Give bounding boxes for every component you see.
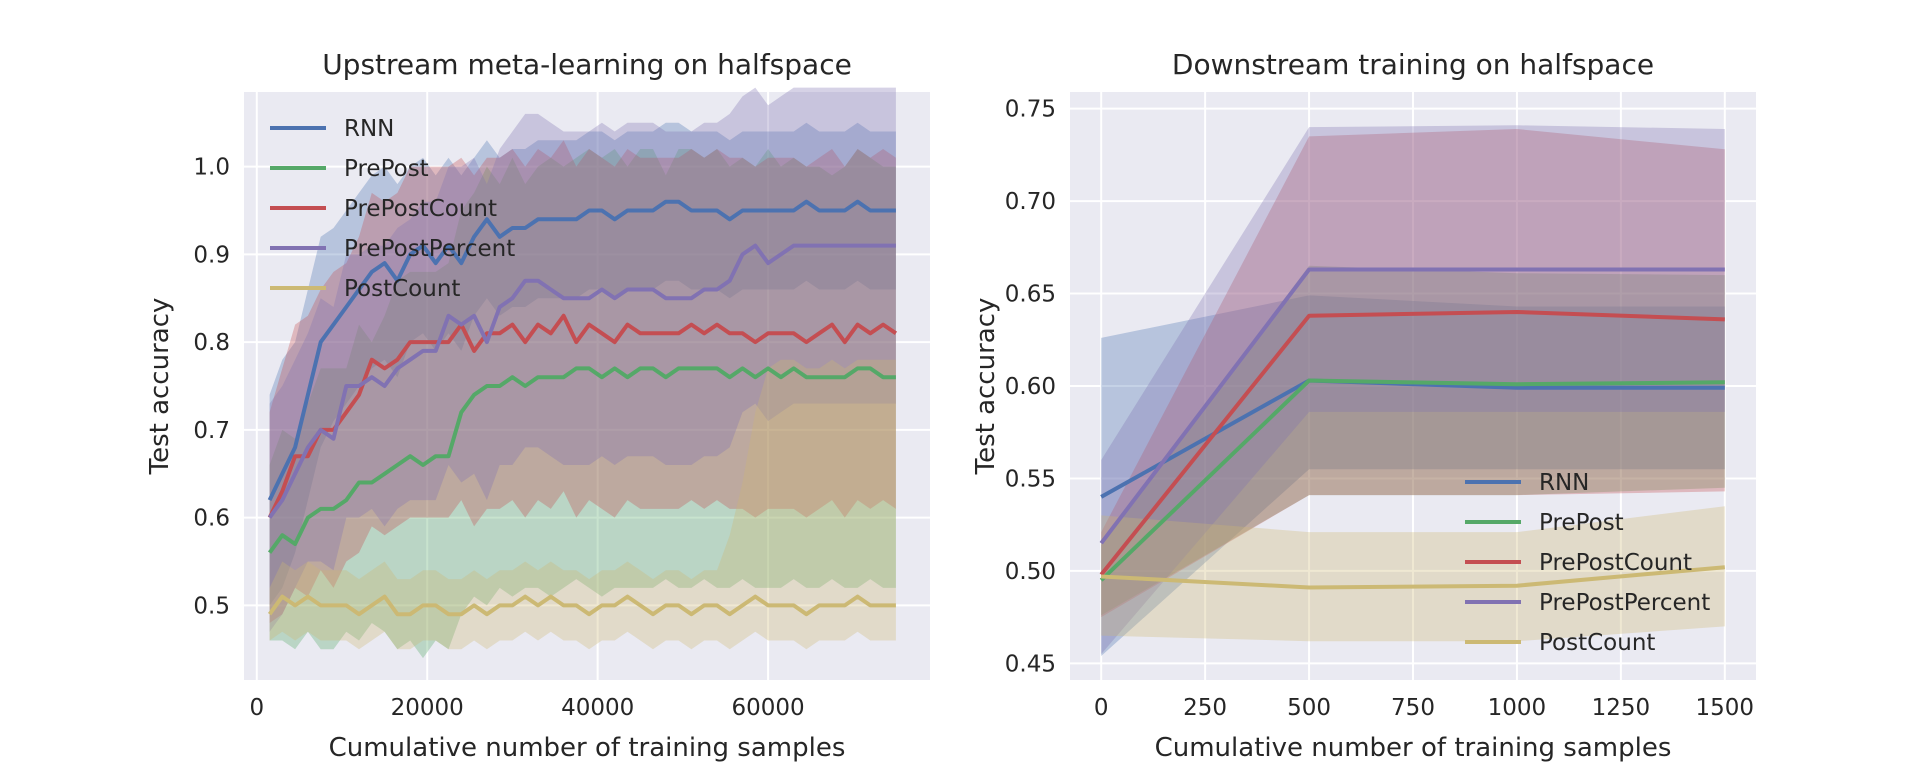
legend-label: PostCount — [344, 276, 460, 302]
x-tick-label: 20000 — [391, 695, 464, 721]
y-axis-label: Test accuracy — [145, 298, 175, 476]
rnn-band — [269, 122, 896, 606]
postcount-band — [1101, 506, 1725, 642]
y-tick-label: 0.45 — [1005, 651, 1056, 677]
legend-label: RNN — [1539, 470, 1589, 496]
prepostcount-line — [1099, 310, 1725, 576]
y-tick-label: 0.75 — [1005, 97, 1056, 123]
prepost-band — [1101, 265, 1725, 616]
y-ticks: 0.45 0.50 0.55 0.60 0.65 0.70 0.75 — [1005, 97, 1056, 678]
legend-label: PrePostCount — [344, 196, 497, 222]
prepostpercent-band — [1101, 125, 1725, 655]
prepost-line — [267, 366, 896, 554]
x-tick-label: 500 — [1287, 695, 1331, 721]
x-ticks: 0 250 500 750 1000 1250 1500 — [1094, 695, 1754, 721]
downstream-chart: 0 250 500 750 1000 1250 1500 0.450.500.550.600… — [971, 48, 1756, 763]
x-tick-label: 250 — [1183, 695, 1227, 721]
postcount-line — [267, 594, 896, 617]
prepostpercent-line — [1099, 267, 1725, 545]
rnn-line — [267, 199, 896, 501]
x-tick-label: 750 — [1391, 695, 1435, 721]
y-tick-label: 0.55 — [1005, 466, 1056, 492]
x-tick-label: 40000 — [561, 695, 634, 721]
prepostpercent-band — [269, 87, 896, 632]
y-tick-label: 0.50 — [1005, 559, 1056, 585]
legend-label: PrePost — [1539, 510, 1624, 536]
chart-title: Downstream training on halfspace — [1172, 48, 1654, 81]
legend-label: PrePostCount — [1539, 550, 1692, 576]
postcount-line — [1101, 565, 1725, 590]
prepostcount-line — [267, 313, 898, 519]
legend: RNN PrePost PrePostCount PrePostPercent Post… — [270, 116, 515, 302]
chart-title: Upstream meta-learning on halfspace — [322, 48, 852, 81]
y-tick-label: 1.0 — [193, 155, 230, 181]
y-tick-label: 0.9 — [193, 242, 230, 268]
prepostpercent-line — [267, 243, 896, 519]
y-tick-label: 0.5 — [193, 593, 230, 619]
x-axis-label: Cumulative number of training samples — [329, 733, 846, 763]
legend: RNN PrePost PrePostCount PrePostPercent Post… — [1465, 470, 1710, 656]
y-tick-label: 0.8 — [193, 330, 230, 356]
legend-label: PostCount — [1539, 630, 1655, 656]
legend-label: PrePostPercent — [1539, 590, 1710, 616]
legend-label: RNN — [344, 116, 394, 142]
y-axis-label: Test accuracy — [971, 298, 1001, 476]
x-tick-label: 60000 — [732, 695, 805, 721]
series-lines — [1099, 267, 1725, 590]
series-lines — [267, 199, 898, 617]
upstream-chart: 0 20000 40000 60000 0.5 0.6 0.7 0.8 0.9 1.0 Upst… — [145, 48, 930, 763]
x-tick-label: 1500 — [1696, 695, 1755, 721]
legend-label: PrePost — [344, 156, 429, 182]
postcount-band — [269, 359, 896, 650]
x-ticks: 0 20000 40000 60000 — [249, 695, 804, 721]
prepost-line — [1099, 378, 1725, 582]
x-tick-label: 1250 — [1592, 695, 1651, 721]
y-tick-label: 0.65 — [1005, 282, 1056, 308]
confidence-bands — [1101, 125, 1725, 656]
y-tick-label: 0.6 — [193, 506, 230, 532]
prepostcount-band — [1101, 129, 1725, 618]
prepost-band — [269, 149, 896, 659]
grid — [244, 92, 930, 680]
y-ticks: 0.5 0.6 0.7 0.8 0.9 1.0 — [193, 155, 230, 620]
x-axis-label: Cumulative number of training samples — [1155, 733, 1672, 763]
x-tick-label: 0 — [1094, 695, 1109, 721]
x-tick-label: 0 — [249, 695, 264, 721]
y-tick-label: 0.70 — [1005, 189, 1056, 215]
y-tick-label: 0.7 — [193, 418, 230, 444]
y-tick-label: 0.60 — [1005, 374, 1056, 400]
legend-label: PrePostPercent — [344, 236, 515, 262]
x-tick-label: 1000 — [1488, 695, 1547, 721]
